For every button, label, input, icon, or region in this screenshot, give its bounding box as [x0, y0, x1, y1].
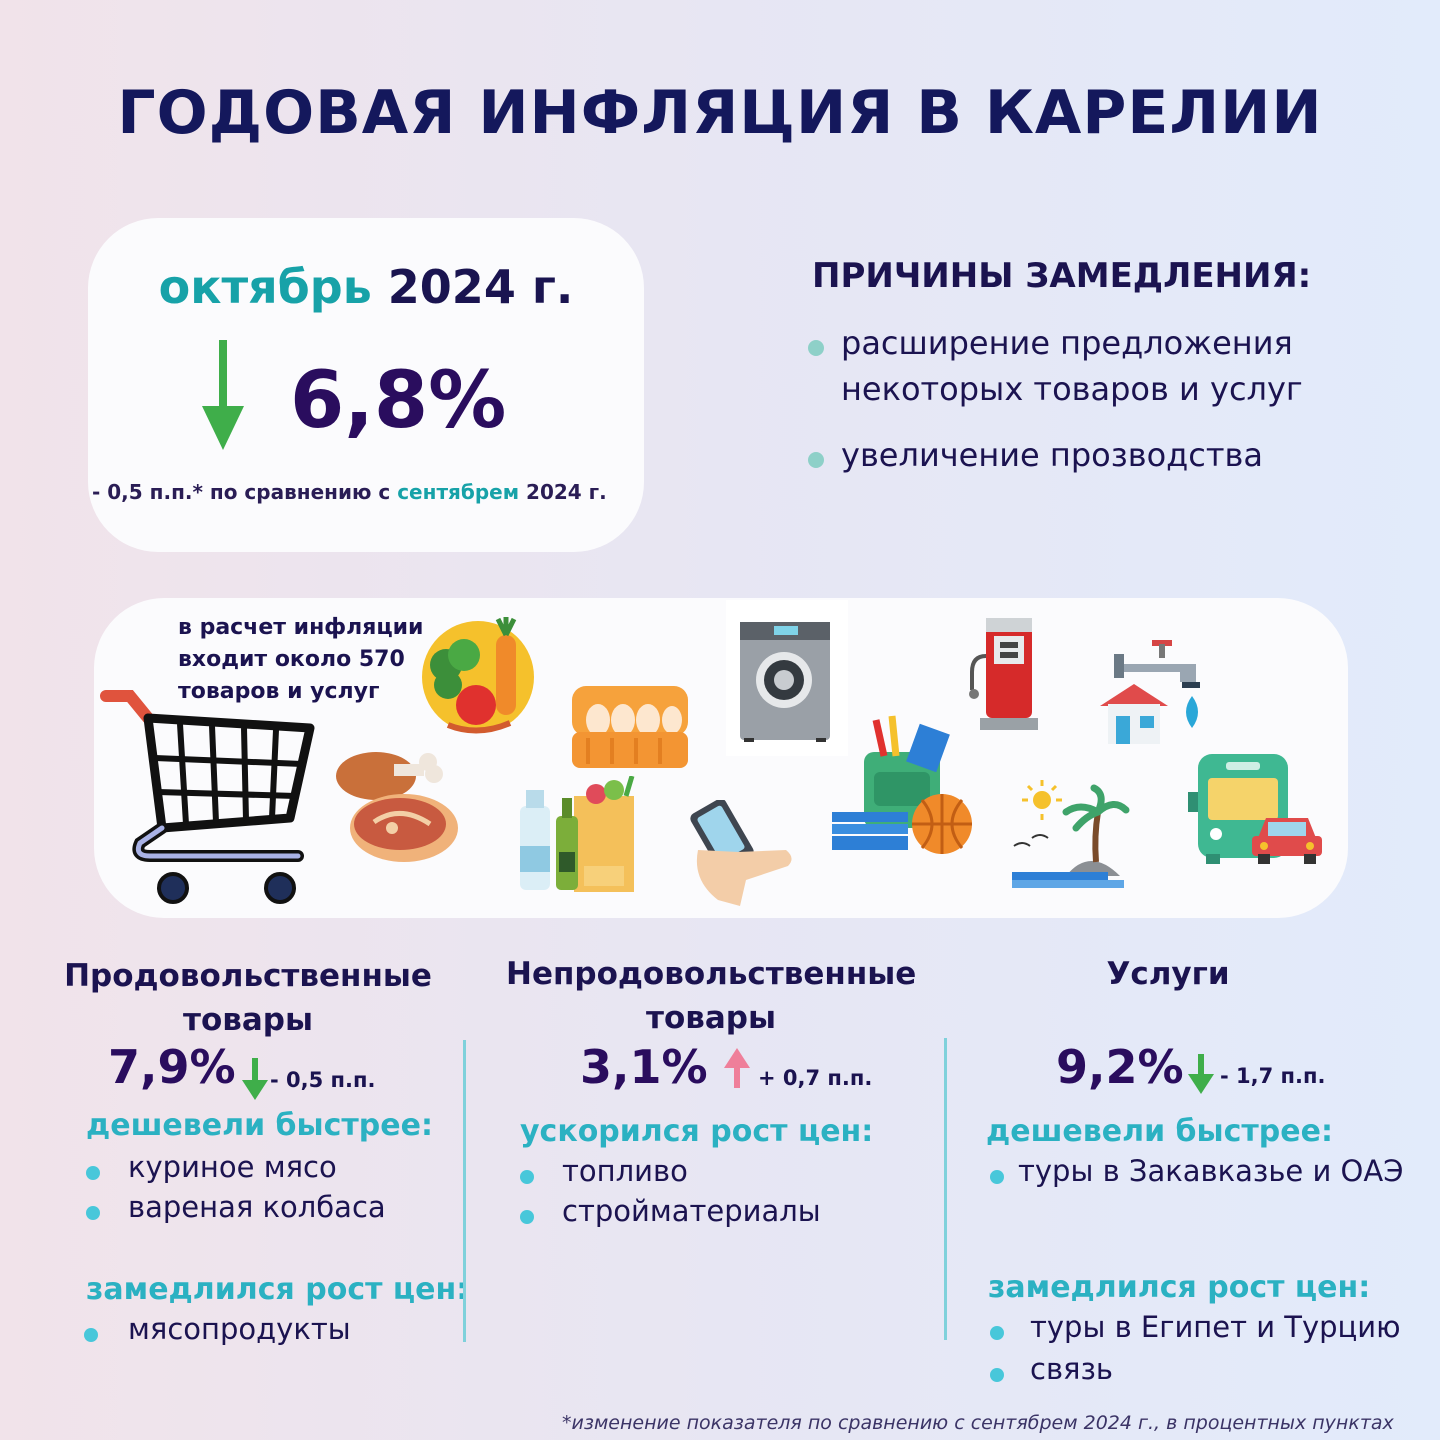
- nonfood-group-title: ускорился рост цен:: [520, 1114, 874, 1149]
- smartphone-icon: [690, 800, 792, 906]
- bullet-icon: [84, 1328, 98, 1342]
- comparison-note: - 0,5 п.п.* по сравнению с сентябрем 202…: [92, 480, 607, 504]
- nonfood-delta: + 0,7 п.п.: [758, 1066, 873, 1090]
- basket-note-line: в расчет инфляции: [178, 615, 424, 640]
- bullet-icon: [86, 1166, 100, 1180]
- list-item-text: вареная колбаса: [128, 1190, 386, 1224]
- arrow-up-icon: [724, 1048, 750, 1088]
- reason-text: увеличение прозводства: [841, 436, 1263, 474]
- comparison-prefix: - 0,5 п.п.* по сравнению с: [92, 480, 391, 504]
- arrow-down-icon: [1188, 1054, 1214, 1094]
- headline-card: октябрь 2024 г. 6,8% - 0,5 п.п.* по срав…: [88, 218, 644, 552]
- food-group-title: замедлился рост цен:: [86, 1272, 469, 1307]
- period-month: октябрь: [158, 260, 372, 314]
- page-title: ГОДОВАЯ ИНФЛЯЦИЯ В КАРЕЛИИ: [117, 78, 1323, 148]
- shopping-cart-icon: [100, 690, 315, 904]
- inflation-value: 6,8%: [290, 356, 507, 446]
- column-divider: [463, 1040, 466, 1342]
- food-group-title: дешевели быстрее:: [86, 1108, 433, 1143]
- eggs-icon: [572, 686, 688, 768]
- washing-machine-icon: [726, 600, 848, 756]
- services-heading: Услуги: [1106, 956, 1230, 992]
- food-value: 7,9%: [108, 1040, 236, 1094]
- basket-note-line: входит около 570: [178, 647, 405, 672]
- food-delta: - 0,5 п.п.: [270, 1068, 376, 1092]
- period: октябрь 2024 г.: [88, 260, 644, 314]
- transport-icon: [1188, 754, 1322, 864]
- period-year: 2024 г.: [387, 260, 574, 314]
- list-item-text: связь: [1030, 1352, 1113, 1386]
- comparison-year: 2024 г.: [526, 480, 607, 504]
- school-supplies-icon: [832, 715, 972, 854]
- meat-icon: [336, 752, 458, 862]
- column-divider: [944, 1038, 947, 1340]
- list-item-text: туры в Египет и Турцию: [1030, 1310, 1401, 1344]
- bullet-icon: [808, 340, 824, 356]
- utilities-icon: [1100, 640, 1200, 744]
- list-item-text: мясопродукты: [128, 1312, 351, 1346]
- bullet-icon: [990, 1368, 1004, 1382]
- arrow-down-icon: [242, 1058, 268, 1100]
- bullet-icon: [520, 1170, 534, 1184]
- comparison-month: сентябрем: [397, 480, 520, 504]
- reasons-title: ПРИЧИНЫ ЗАМЕДЛЕНИЯ:: [812, 256, 1312, 296]
- fuel-pump-icon: [969, 618, 1038, 730]
- services-delta: - 1,7 п.п.: [1220, 1064, 1326, 1088]
- list-item-text: топливо: [562, 1154, 688, 1188]
- arrow-down-icon: [202, 340, 244, 450]
- list-item-text: туры в Закавказье и ОАЭ: [1018, 1154, 1404, 1188]
- bullet-icon: [990, 1326, 1004, 1340]
- footnote: *изменение показателя по сравнению с сен…: [562, 1412, 1394, 1434]
- groceries-icon: [520, 776, 635, 892]
- list-item-text: куриное мясо: [128, 1150, 337, 1184]
- list-item-text: стройматериалы: [562, 1194, 821, 1228]
- bullet-icon: [520, 1210, 534, 1224]
- nonfood-value: 3,1%: [580, 1040, 708, 1094]
- services-value: 9,2%: [1056, 1040, 1184, 1094]
- services-group-title: дешевели быстрее:: [986, 1114, 1333, 1149]
- bullet-icon: [990, 1170, 1004, 1184]
- vegetables-icon: [422, 617, 534, 734]
- services-group-title: замедлился рост цен:: [988, 1270, 1371, 1305]
- reason-text: расширение предложения некоторых товаров…: [841, 324, 1303, 408]
- bullet-icon: [808, 452, 824, 468]
- bullet-icon: [86, 1206, 100, 1220]
- nonfood-heading: Непродовольственные товары: [506, 956, 917, 1036]
- beach-icon: [1012, 780, 1130, 888]
- basket-note: в расчет инфляции входит около 570 товар…: [178, 612, 423, 708]
- basket-note-line: товаров и услуг: [178, 679, 380, 704]
- food-heading: Продовольственные товары: [64, 958, 432, 1038]
